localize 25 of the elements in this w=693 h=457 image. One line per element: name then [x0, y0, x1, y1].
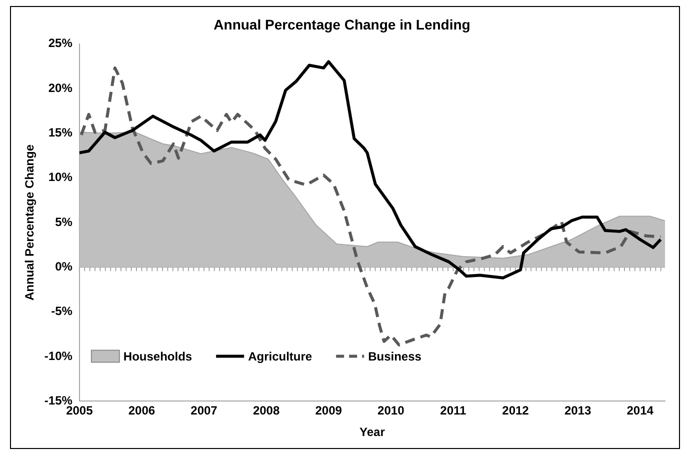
line-series [80, 66, 662, 346]
x-tick-label: 2005 [66, 404, 94, 418]
y-tick-label: 10% [48, 170, 73, 184]
legend-label: Business [368, 350, 422, 364]
y-tick-label: 25% [48, 36, 73, 50]
x-tick-label: 2007 [190, 404, 218, 418]
x-tick-label: 2010 [378, 404, 405, 418]
y-axis-title: Annual Percentage Change [22, 144, 37, 301]
x-tick-label: 2009 [315, 404, 342, 418]
x-axis-title: Year [360, 425, 386, 440]
chart-title: Annual Percentage Change in Lending [214, 16, 470, 32]
legend-label: Agriculture [248, 350, 312, 364]
x-tick-label: 2012 [502, 404, 530, 418]
legend-label: Households [123, 350, 192, 364]
y-tick-label: -5% [51, 304, 73, 318]
y-tick-label: 20% [48, 80, 73, 95]
x-tick-label: 2013 [564, 404, 592, 418]
y-tick-label: -10% [44, 348, 73, 363]
x-tick-label: 2014 [626, 404, 654, 418]
x-tick-label: 2006 [128, 404, 156, 418]
y-tick-label: 0% [55, 259, 73, 274]
x-tick-label: 2011 [440, 404, 467, 418]
x-tick-label: 2008 [252, 404, 280, 418]
y-tick-label: 5% [55, 214, 73, 229]
y-tick-label: 15% [48, 125, 73, 140]
